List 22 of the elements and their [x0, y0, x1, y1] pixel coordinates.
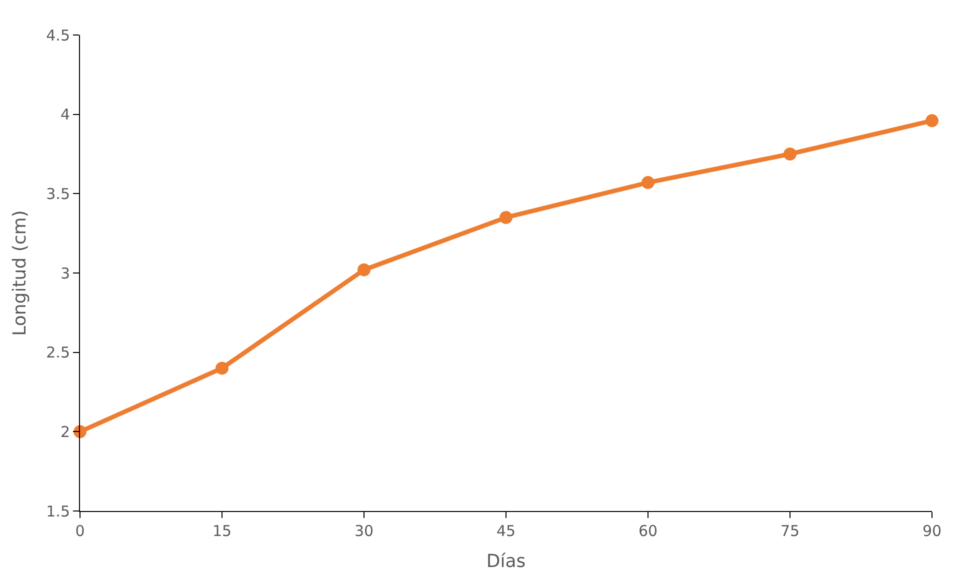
point [358, 263, 370, 276]
x-tick-label: 30 [354, 522, 374, 540]
x-tick-label: 0 [75, 522, 85, 540]
point [216, 362, 228, 375]
point [926, 114, 938, 128]
x-axis-title: Días [486, 551, 526, 572]
y-tick-label: 4.5 [46, 26, 70, 44]
point [500, 210, 512, 224]
y-axis-title: Longitud (cm) [9, 210, 30, 336]
y-tick-label: 2.5 [46, 344, 70, 362]
x-tick-label: 90 [922, 522, 942, 540]
point [784, 148, 796, 160]
x-tick-label: 45 [496, 522, 516, 540]
y-tick-label: 3.5 [46, 184, 70, 203]
y-tick-label: 4 [60, 106, 70, 124]
x-tick-label: 15 [212, 522, 232, 540]
y-tick-label: 1.5 [46, 502, 70, 520]
y-tick-label: 3 [60, 264, 70, 282]
x-tick-label: 75 [780, 522, 800, 540]
x-tick-label: 60 [638, 522, 658, 540]
point [642, 176, 654, 190]
y-tick-label: 2 [60, 422, 70, 441]
